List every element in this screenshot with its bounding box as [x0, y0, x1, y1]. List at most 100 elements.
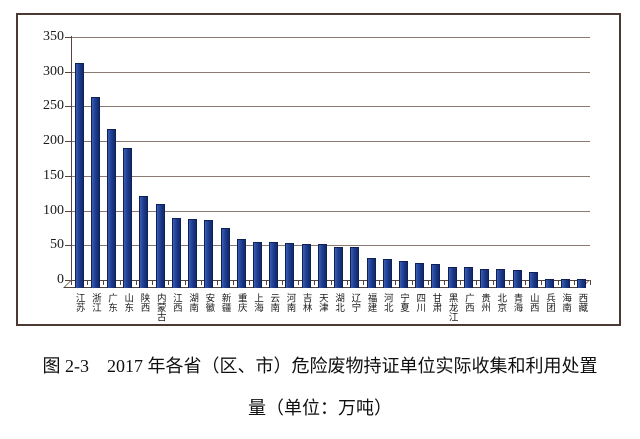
y-axis-tick [65, 245, 71, 247]
x-tick-label: 新疆 [219, 293, 231, 312]
bar [123, 147, 133, 288]
bar [90, 96, 100, 288]
y-axis-tick [65, 141, 71, 142]
bar [561, 278, 571, 288]
y-gridline [71, 175, 590, 177]
x-tick-label: 福建 [365, 293, 377, 312]
x-tick-label: 湖北 [333, 293, 345, 312]
x-tick-label: 湖南 [187, 293, 199, 312]
bar [107, 129, 117, 288]
x-tick-label: 吉林 [300, 293, 312, 312]
x-axis-tick [444, 280, 446, 285]
bar [544, 278, 554, 288]
y-gridline [71, 36, 590, 38]
x-axis-tick [249, 280, 251, 285]
x-tick-label: 天津 [316, 293, 328, 312]
y-gridline [71, 106, 590, 108]
x-axis-tick [508, 280, 510, 285]
x-axis-tick [314, 280, 316, 285]
bar [285, 243, 295, 288]
x-axis-tick [525, 280, 527, 285]
x-tick-label: 贵州 [479, 293, 491, 312]
x-axis-tick [233, 280, 235, 285]
bar [382, 259, 392, 288]
x-axis-tick [281, 280, 283, 285]
y-gridline [71, 210, 590, 212]
x-tick-label: 宁夏 [397, 293, 409, 312]
x-axis-tick [573, 280, 575, 285]
bar [139, 195, 149, 288]
x-tick-label: 西藏 [576, 293, 588, 312]
bar [171, 218, 181, 288]
x-axis-tick [557, 280, 559, 285]
bar [350, 247, 360, 288]
x-axis-tick [168, 280, 170, 285]
y-axis-tick [65, 175, 71, 177]
x-tick-label: 北京 [495, 293, 507, 312]
x-axis-tick [298, 280, 300, 285]
x-axis-tick [427, 280, 429, 285]
x-axis-tick [216, 280, 218, 285]
x-tick-label: 上海 [252, 293, 264, 312]
x-axis-tick [346, 280, 348, 285]
x-axis-tick [103, 280, 105, 285]
y-tick-label: 200 [43, 133, 64, 148]
y-axis-tick [65, 106, 71, 108]
x-tick-label: 江西 [170, 293, 182, 312]
x-axis-tick [330, 280, 332, 285]
x-tick-label: 海南 [560, 293, 572, 312]
y-tick-label: 50 [50, 237, 64, 253]
bar [512, 270, 522, 288]
y-gridline [71, 141, 590, 142]
plot-area: 0 50 100 150 200 250 300 350 江苏 浙江 广东 山东 陕西 内蒙古 江西 湖南 安徽… [18, 15, 619, 324]
x-tick-label: 山西 [527, 293, 539, 312]
x-tick-label: 甘肃 [430, 293, 442, 312]
y-tick-label: 100 [43, 202, 64, 218]
y-tick-label: 250 [43, 98, 64, 114]
bar [366, 257, 376, 288]
x-axis-tick [87, 280, 89, 285]
x-tick-label: 浙江 [89, 293, 101, 312]
bar [317, 243, 327, 288]
y-axis-tick [65, 280, 71, 281]
y-tick-label: 350 [43, 28, 64, 44]
y-tick-label: 150 [43, 167, 64, 183]
x-axis-tick [152, 280, 154, 285]
bar [398, 260, 408, 288]
bar [253, 241, 263, 288]
x-axis-tick [411, 280, 413, 285]
bar [188, 218, 198, 288]
x-axis-tick [379, 280, 381, 285]
x-tick-label: 安徽 [203, 293, 215, 312]
x-tick-label: 江苏 [73, 293, 85, 312]
x-axis-tick [184, 280, 186, 285]
x-tick-label: 四川 [414, 293, 426, 312]
bar [415, 263, 425, 288]
x-axis-tick [200, 280, 202, 285]
x-axis-tick [362, 280, 364, 285]
x-axis-tick [265, 280, 267, 285]
x-tick-label: 山东 [122, 293, 134, 312]
x-tick-label: 广西 [462, 293, 474, 312]
x-axis-tick [395, 280, 397, 285]
bar [220, 227, 230, 288]
y-axis-tick [65, 210, 71, 212]
y-tick-label: 300 [43, 63, 64, 79]
figure-caption-line2: 量（单位：万吨） [248, 398, 392, 418]
x-tick-label: 重庆 [235, 293, 247, 312]
chart-frame: 0 50 100 150 200 250 300 350 江苏 浙江 广东 山东 陕西 内蒙古 江西 湖南 安徽… [16, 13, 621, 326]
figure-caption-line1: 图 2-3 2017 年各省（区、市）危险废物持证单位实际收集和利用处置 [42, 356, 598, 376]
x-axis-tick [135, 280, 137, 285]
x-axis-tick [476, 280, 478, 285]
y-axis-tick [65, 36, 71, 38]
x-tick-label: 陕西 [138, 293, 150, 312]
bar [269, 242, 279, 288]
y-gridline [71, 245, 590, 247]
x-tick-label: 云南 [268, 293, 280, 312]
bar [528, 271, 538, 288]
x-tick-label: 河北 [381, 293, 393, 312]
bar [480, 268, 490, 288]
x-tick-label: 广东 [106, 293, 118, 312]
bar [301, 243, 311, 288]
